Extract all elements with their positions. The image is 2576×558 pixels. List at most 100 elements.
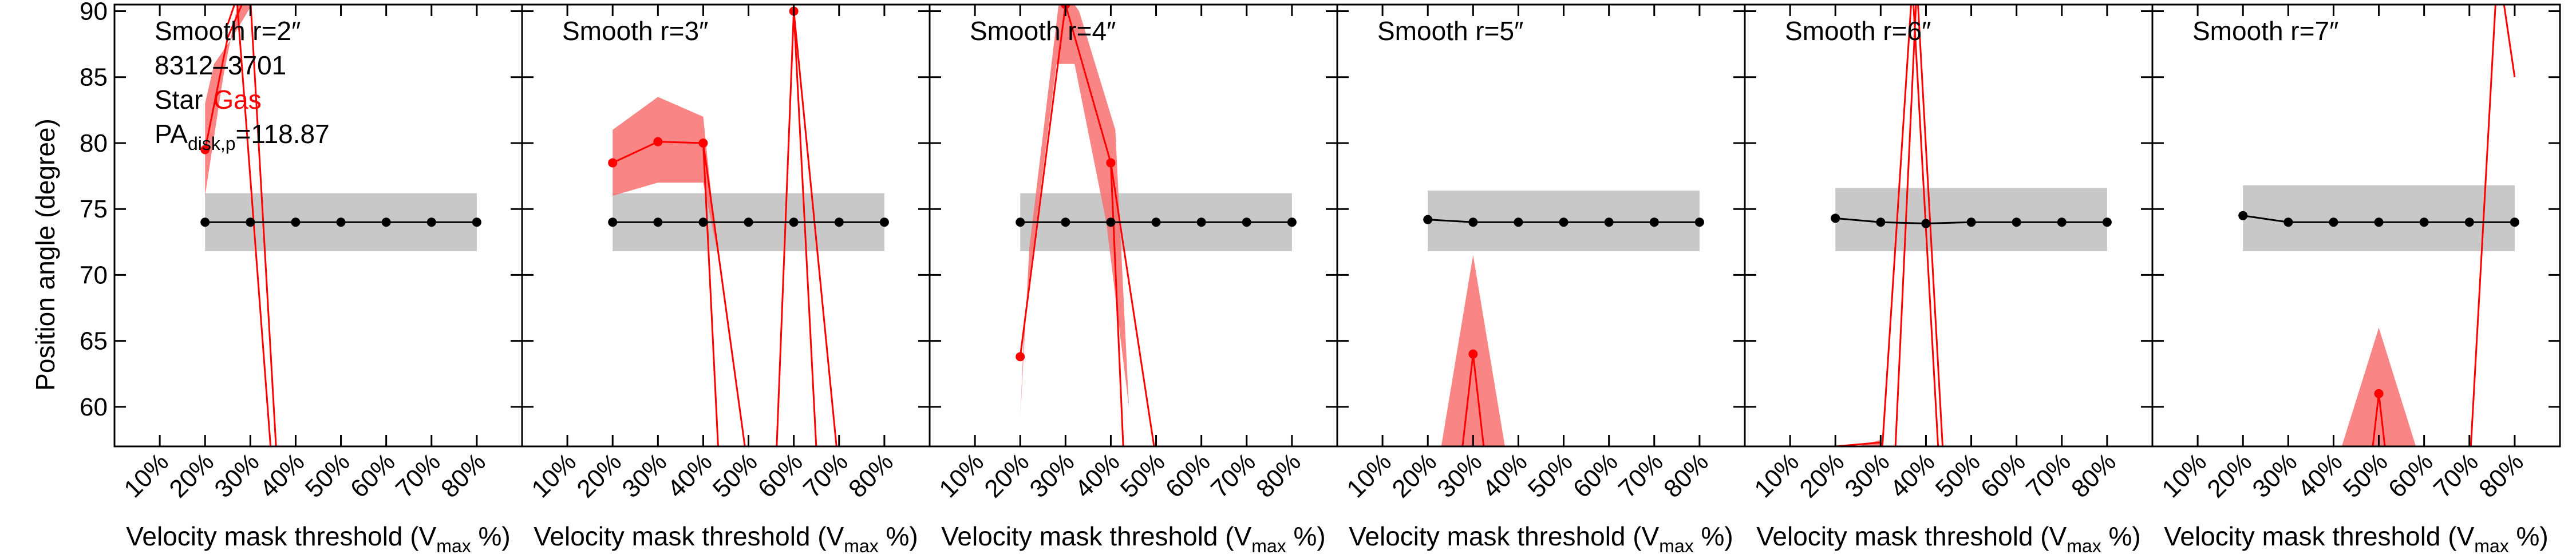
star-point <box>1423 215 1433 224</box>
star-point <box>1151 217 1161 227</box>
star-point <box>1694 217 1704 227</box>
y-tick-label: 85 <box>80 64 108 92</box>
y-tick-label: 60 <box>80 393 108 421</box>
star-point <box>1016 217 1025 227</box>
gas-point <box>653 137 663 147</box>
x-tick-label: 10% <box>934 448 989 503</box>
gas-series-line <box>227 5 236 25</box>
star-point <box>2464 217 2474 227</box>
star-point <box>2057 217 2067 227</box>
gas-series-line <box>2470 5 2496 446</box>
panel-1: 60 65 70 75 80 85 90 10%20%30%40%50%60%70%80% Sm… <box>80 0 523 556</box>
gas-series-line <box>793 11 837 446</box>
x-tick-label: 20% <box>1386 448 1442 503</box>
gas-series-line <box>1109 163 1155 446</box>
gas-point <box>608 158 618 168</box>
x-tick-label: 80% <box>1251 448 1306 503</box>
star-point <box>1876 217 1886 227</box>
x-tick-label: 40% <box>1477 448 1533 503</box>
x-tick-label: 60% <box>1160 448 1216 503</box>
plot-frame <box>2151 3 2561 448</box>
x-tick-label: 50% <box>708 448 763 503</box>
x-tick-label: 30% <box>1432 448 1487 503</box>
y-tick-label: 80 <box>80 129 108 157</box>
x-tick-label: 20% <box>2202 448 2257 503</box>
x-tick-label: 60% <box>1976 448 2031 503</box>
y-tick-label: 65 <box>80 327 108 355</box>
star-point <box>1559 217 1568 227</box>
x-tick-label: 50% <box>2338 448 2393 503</box>
gas-point <box>698 138 708 148</box>
x-tick-label: 50% <box>300 448 355 503</box>
star-point <box>1966 217 1976 227</box>
x-tick-label: 30% <box>209 448 264 503</box>
panel-title: Smooth r=5″ <box>1377 16 1523 46</box>
y-axis-label: Position angle (degree) <box>30 118 60 391</box>
x-tick-label: 70% <box>2428 448 2484 503</box>
star-point <box>2510 217 2519 227</box>
gas-series-line <box>2503 5 2516 77</box>
pa-disk-label: PAdisk,p=118.87 <box>155 119 330 154</box>
legend-star-gas: Star Gas <box>155 85 262 114</box>
gas-point <box>200 145 210 155</box>
x-tick-label: 70% <box>390 448 446 503</box>
panel-title: Smooth r=4″ <box>970 16 1116 46</box>
panel-4: 10%20%30%40%50%60%70%80% Smooth r=5″ Veloc… <box>1336 3 1746 556</box>
star-point <box>472 217 481 227</box>
star-point <box>834 217 844 227</box>
gas-uncertainty-band <box>1858 440 1881 446</box>
x-tick-label: 70% <box>1613 448 1669 503</box>
x-tick-label: 10% <box>1749 448 1804 503</box>
x-tick-label: 10% <box>2156 448 2212 503</box>
star-point <box>1242 217 1251 227</box>
panel-6: 10%20%30%40%50%60%70%80% Smooth r=7″ Veloc… <box>2151 3 2561 556</box>
gas-series-line <box>1917 5 1944 446</box>
gas-series-line <box>612 141 719 446</box>
star-point <box>1287 217 1297 227</box>
star-point <box>2329 217 2338 227</box>
gas-series-line <box>1881 5 1912 446</box>
gas-uncertainty-band <box>2341 327 2416 446</box>
x-tick-label: 20% <box>571 448 627 503</box>
star-point <box>698 217 708 227</box>
star-point <box>1921 219 1931 228</box>
star-point <box>1649 217 1659 227</box>
gas-point <box>1016 352 1025 362</box>
panel-5: 10%20%30%40%50%60%70%80% Smooth r=6″ Veloc… <box>1744 3 2154 556</box>
gas-series-line <box>702 143 746 446</box>
x-tick-label: 30% <box>2247 448 2302 503</box>
x-tick-label: 30% <box>1024 448 1080 503</box>
panel-title: Smooth r=2″ <box>155 16 301 46</box>
star-point <box>2012 217 2021 227</box>
x-tick-label: 40% <box>1885 448 1941 503</box>
panel-3: 10%20%30%40%50%60%70%80% Smooth r=4″ Veloc… <box>929 3 1338 556</box>
x-axis-label: Velocity mask threshold (Vmax %) <box>2164 521 2548 556</box>
x-tick-label: 50% <box>1115 448 1171 503</box>
x-axis-label: Velocity mask threshold (Vmax %) <box>941 521 1325 556</box>
x-axis-label: Velocity mask threshold (Vmax %) <box>126 521 510 556</box>
x-tick-label: 40% <box>2293 448 2348 503</box>
star-point <box>2102 217 2112 227</box>
x-axis-label: Velocity mask threshold (Vmax %) <box>534 521 918 556</box>
star-point <box>1061 217 1070 227</box>
star-point <box>1468 217 1478 227</box>
x-tick-label: 20% <box>164 448 219 503</box>
x-tick-label: 60% <box>1568 448 1623 503</box>
star-point <box>381 217 391 227</box>
star-point <box>1604 217 1614 227</box>
x-tick-label: 10% <box>118 448 174 503</box>
gas-point <box>1106 158 1116 168</box>
x-tick-label: 40% <box>1070 448 1125 503</box>
star-point <box>1831 213 1840 223</box>
star-point <box>879 217 889 227</box>
panel-title: Smooth r=3″ <box>562 16 708 46</box>
star-point <box>789 217 799 227</box>
star-point <box>426 217 436 227</box>
star-point <box>2374 217 2384 227</box>
x-tick-label: 80% <box>2474 448 2529 503</box>
y-tick-label: 75 <box>80 195 108 223</box>
y-tick-label: 70 <box>80 261 108 289</box>
x-tick-label: 30% <box>617 448 672 503</box>
star-point <box>336 217 346 227</box>
